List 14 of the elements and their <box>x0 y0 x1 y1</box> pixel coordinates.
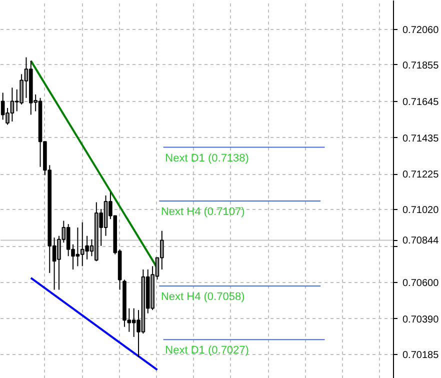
ref-line-label: 0.70844 <box>402 236 440 247</box>
ref-line-label: Next D1 (0.7138) <box>165 152 249 164</box>
y-tick-label: 0.70390 <box>402 314 440 326</box>
y-tick-label: 0.71435 <box>402 133 440 144</box>
y-tick-label: 0.70600 <box>402 278 440 289</box>
y-tick-label: 0.71645 <box>402 96 440 108</box>
y-tick-label: 0.72060 <box>402 24 440 36</box>
ref-line-label: Next H4 (0.7058) <box>160 290 245 303</box>
y-tick-label: 0.71020 <box>402 205 440 216</box>
y-tick-label: 0.71225 <box>402 170 440 181</box>
ref-line-label: Next H4 (0.7107) <box>160 206 245 218</box>
y-tick-label: 0.71855 <box>402 60 440 72</box>
y-tick-label: 0.70185 <box>402 350 440 361</box>
ref-line-label: Next D1 (0.7027) <box>165 344 249 357</box>
